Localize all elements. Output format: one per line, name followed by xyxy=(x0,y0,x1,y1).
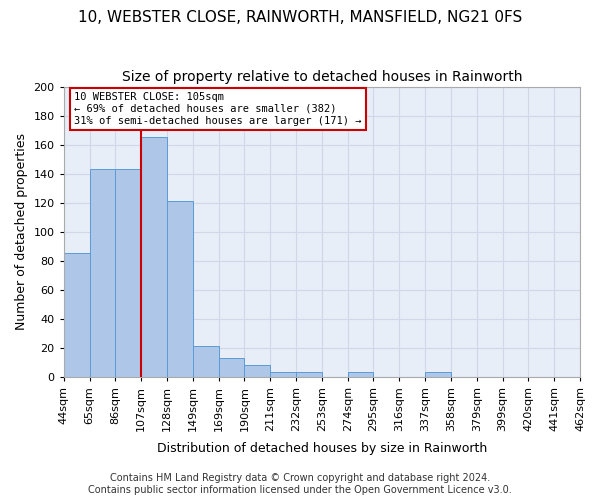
Bar xyxy=(347,372,373,376)
X-axis label: Distribution of detached houses by size in Rainworth: Distribution of detached houses by size … xyxy=(157,442,487,455)
Bar xyxy=(218,358,244,376)
Bar xyxy=(244,365,270,376)
Bar xyxy=(115,170,141,376)
Text: 10 WEBSTER CLOSE: 105sqm
← 69% of detached houses are smaller (382)
31% of semi-: 10 WEBSTER CLOSE: 105sqm ← 69% of detach… xyxy=(74,92,362,126)
Title: Size of property relative to detached houses in Rainworth: Size of property relative to detached ho… xyxy=(122,70,522,84)
Y-axis label: Number of detached properties: Number of detached properties xyxy=(15,133,28,330)
Bar xyxy=(296,372,322,376)
Text: Contains HM Land Registry data © Crown copyright and database right 2024.
Contai: Contains HM Land Registry data © Crown c… xyxy=(88,474,512,495)
Bar xyxy=(64,254,89,376)
Bar xyxy=(89,170,115,376)
Text: 10, WEBSTER CLOSE, RAINWORTH, MANSFIELD, NG21 0FS: 10, WEBSTER CLOSE, RAINWORTH, MANSFIELD,… xyxy=(78,10,522,25)
Bar xyxy=(167,201,193,376)
Bar xyxy=(141,138,167,376)
Bar xyxy=(270,372,296,376)
Bar xyxy=(425,372,451,376)
Bar xyxy=(193,346,218,376)
